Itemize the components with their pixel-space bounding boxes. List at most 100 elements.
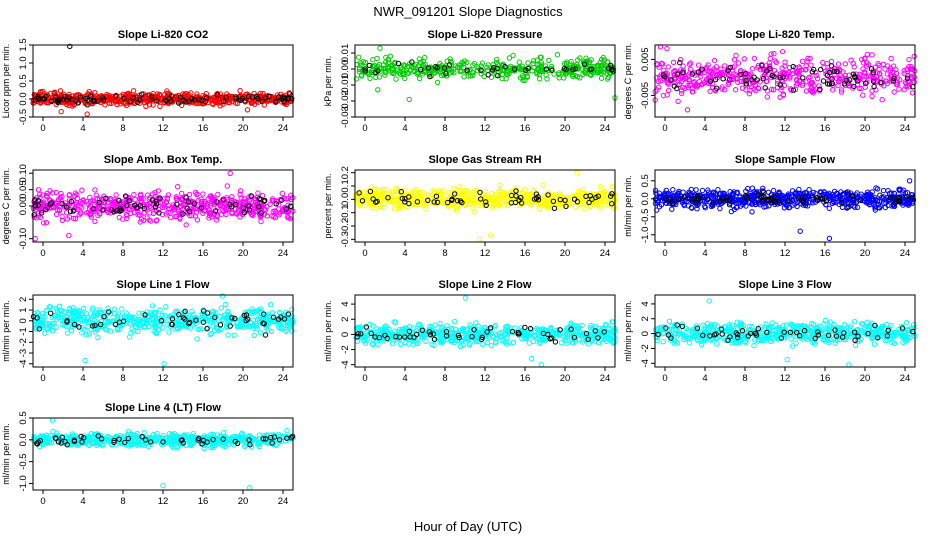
data-point xyxy=(258,218,264,225)
data-point xyxy=(162,97,168,103)
data-point xyxy=(92,218,98,225)
data-point xyxy=(665,64,671,70)
data-point xyxy=(664,80,670,86)
data-point xyxy=(786,64,793,71)
panel-title: Slope Gas Stream RH xyxy=(428,154,541,166)
data-point xyxy=(803,88,810,94)
data-point xyxy=(406,96,412,103)
data-point xyxy=(707,88,713,95)
x-tick-label: 16 xyxy=(198,123,209,134)
data-point xyxy=(47,201,54,207)
x-tick-label: 24 xyxy=(278,373,289,384)
data-point xyxy=(409,59,415,65)
data-point xyxy=(687,70,693,76)
data-point xyxy=(92,187,98,193)
x-tick-label: 8 xyxy=(442,248,447,259)
x-tick-label: 20 xyxy=(560,123,571,134)
data-point xyxy=(829,80,836,87)
data-point xyxy=(186,208,193,215)
data-point xyxy=(392,60,398,67)
y-tick-label: 0.0 xyxy=(340,193,351,206)
data-point xyxy=(478,71,484,77)
data-point xyxy=(383,59,389,65)
data-point xyxy=(689,71,695,77)
data-point xyxy=(660,92,667,99)
data-point xyxy=(677,56,684,63)
data-point xyxy=(157,103,163,110)
data-point xyxy=(93,192,100,199)
data-point xyxy=(426,71,432,77)
data-point xyxy=(160,325,166,331)
data-point xyxy=(199,198,205,205)
data-point xyxy=(521,186,528,193)
data-point xyxy=(256,204,262,210)
data-point xyxy=(408,64,415,70)
data-point xyxy=(588,72,594,78)
data-point xyxy=(693,187,699,193)
x-tick-label: 24 xyxy=(900,248,911,259)
data-point xyxy=(49,200,55,206)
data-point xyxy=(135,328,141,335)
data-point xyxy=(813,72,819,79)
data-point xyxy=(95,335,101,341)
data-point xyxy=(778,87,784,93)
data-point xyxy=(246,198,252,204)
data-point xyxy=(911,53,917,60)
data-point xyxy=(797,65,803,71)
data-point xyxy=(237,188,244,194)
data-point xyxy=(54,203,60,209)
data-point xyxy=(212,208,219,214)
data-point xyxy=(909,90,916,96)
data-point xyxy=(570,66,576,73)
data-point xyxy=(805,55,811,62)
data-point xyxy=(690,70,697,76)
data-point xyxy=(906,178,913,184)
data-point xyxy=(695,62,702,68)
data-point xyxy=(577,55,583,61)
y-tick-label: -0.03 xyxy=(340,106,351,128)
data-point xyxy=(360,59,366,65)
data-point xyxy=(241,196,247,202)
data-point xyxy=(52,92,59,98)
data-point xyxy=(115,98,121,105)
data-point xyxy=(452,318,458,325)
x-tick-label: 4 xyxy=(402,248,407,259)
data-point xyxy=(56,207,63,214)
data-point xyxy=(680,69,686,76)
data-point xyxy=(283,206,289,212)
data-point xyxy=(395,60,402,67)
data-point xyxy=(58,108,64,115)
data-point xyxy=(38,210,45,216)
data-point xyxy=(604,71,610,77)
data-point xyxy=(850,60,856,67)
data-point xyxy=(168,214,174,221)
data-point xyxy=(905,78,911,85)
data-point xyxy=(35,95,41,101)
data-point xyxy=(137,219,144,225)
y-tick-label: -3 xyxy=(18,349,29,357)
data-point xyxy=(180,95,186,101)
data-point xyxy=(598,75,605,81)
data-point xyxy=(50,204,57,211)
data-point xyxy=(42,206,49,213)
data-point xyxy=(896,86,902,92)
data-point xyxy=(888,55,894,62)
panel-title: Slope Line 2 Flow xyxy=(439,279,532,291)
data-point xyxy=(424,66,431,72)
data-point xyxy=(520,77,526,83)
data-point xyxy=(135,204,141,210)
data-point xyxy=(820,59,826,66)
data-point xyxy=(283,196,289,202)
data-point xyxy=(836,79,842,85)
data-point xyxy=(131,209,137,216)
data-point xyxy=(904,75,911,82)
data-point xyxy=(581,59,588,65)
data-point xyxy=(869,93,875,100)
data-point xyxy=(244,107,251,113)
y-tick-label: 0.005 xyxy=(640,48,651,72)
x-tick-label: 24 xyxy=(278,248,289,259)
data-point xyxy=(356,54,362,60)
data-point xyxy=(79,187,85,193)
